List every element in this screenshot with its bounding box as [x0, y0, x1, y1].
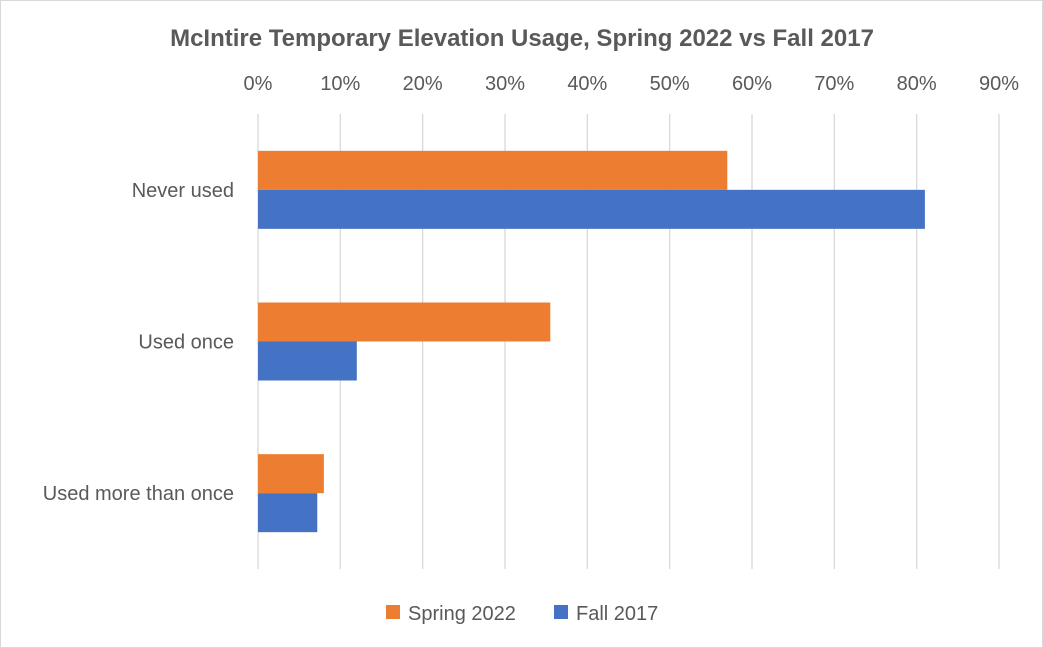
category-label: Used once	[138, 332, 234, 354]
x-tick-label: 30%	[485, 73, 525, 95]
legend-swatch	[554, 605, 568, 619]
bar-fall-2017	[258, 493, 318, 533]
legend-label: Spring 2022	[408, 603, 516, 625]
x-tick-label: 80%	[897, 73, 937, 95]
x-tick-label: 90%	[979, 73, 1019, 95]
x-tick-label: 20%	[403, 73, 443, 95]
x-tick-label: 60%	[732, 73, 772, 95]
legend-label: Fall 2017	[576, 603, 658, 625]
bars	[258, 150, 925, 533]
x-tick-label: 10%	[320, 73, 360, 95]
bar-spring-2022	[258, 302, 551, 342]
category-labels: Never used Used once Used more than once	[43, 180, 234, 505]
legend-swatch	[386, 605, 400, 619]
category-label: Used more than once	[43, 483, 234, 505]
bar-spring-2022	[258, 150, 728, 190]
x-tick-label: 40%	[567, 73, 607, 95]
chart-title: McIntire Temporary Elevation Usage, Spri…	[170, 25, 874, 52]
x-axis-tick-labels: 0% 10% 20% 30% 40% 50% 60% 70% 80% 90%	[244, 73, 1020, 95]
x-tick-label: 0%	[244, 73, 273, 95]
x-tick-label: 50%	[650, 73, 690, 95]
legend: Spring 2022 Fall 2017	[386, 603, 658, 625]
category-label: Never used	[132, 180, 234, 202]
bar-spring-2022	[258, 454, 324, 494]
bar-fall-2017	[258, 341, 357, 381]
x-tick-label: 70%	[814, 73, 854, 95]
bar-fall-2017	[258, 189, 925, 229]
